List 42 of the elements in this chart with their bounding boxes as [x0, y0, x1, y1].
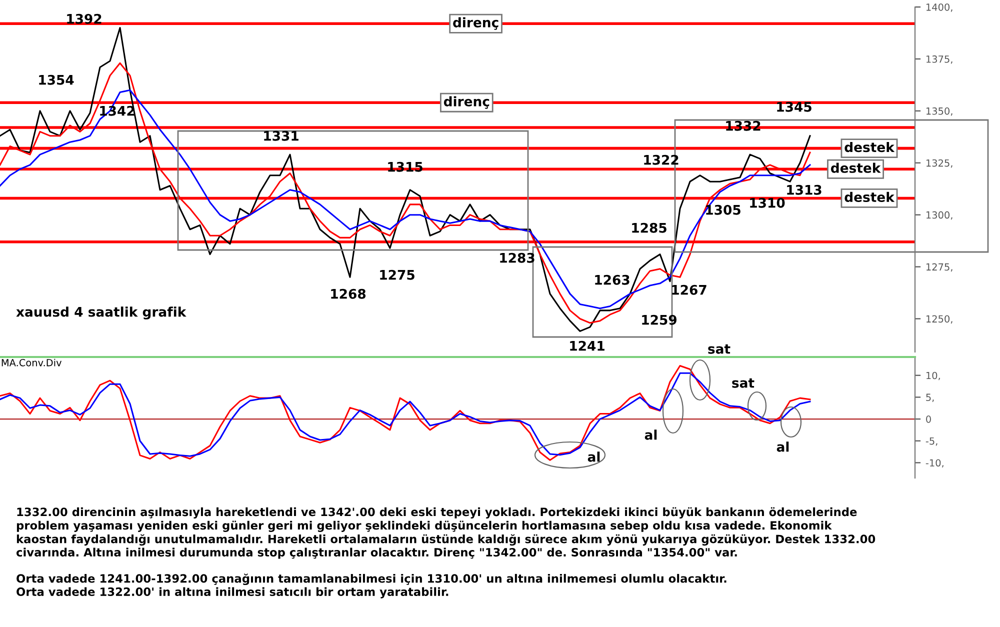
annotation: 1283 — [500, 252, 534, 263]
annotation: 1392 — [67, 14, 102, 24]
y-tick-label: 1300, — [926, 211, 952, 220]
annotation: 1310 — [750, 198, 785, 208]
annotation: 1345 — [777, 102, 812, 112]
annotation: al — [644, 430, 657, 440]
ref-line-label: destek — [830, 162, 881, 173]
annotation: 1259 — [642, 314, 677, 325]
annotation: 1322 — [644, 154, 678, 165]
text: 1332.00 direncinin aşılmasıyla hareketlendi ve 1342'.00 deki eski tepeyi yokladı. Portekizdeki ikinci büyük bankanın ödemelerinde problem yaşaması yeniden eski günler geri mi geliyor şeklindeki düşüncelerin hortlamasına sebep oldu kısa vadede. Ekonomik kaostan faydalandığı unutulmamalıdır. Hareketli ortalamaların üstünde kaldığı sürece akım yönü yukarıya gözüküyor. Destek 1332.00 civarında. Altına inilmesi durumunda stop çalıştıranlar olacaktır. Direnç "1342.00" de. Sonrasında "1354.00" var. — [16, 507, 876, 559]
y-tick-label: 1325, — [926, 159, 952, 168]
annotation: 1331 — [264, 130, 298, 141]
ref-line-label: destek — [844, 142, 895, 152]
chart-title: MA.Conv.Div — [2, 358, 62, 366]
annotation: sat — [708, 344, 730, 354]
y-tick-label: 1350, — [926, 107, 952, 116]
annotation: 1305 — [706, 204, 740, 215]
annotation: 1268 — [331, 288, 366, 299]
y-tick-label: 0 — [926, 416, 931, 423]
annotation: al — [776, 442, 789, 452]
y-tick-label: 10, — [926, 372, 940, 380]
annotation: 1313 — [787, 184, 822, 195]
annotation: 1275 — [380, 270, 414, 280]
annotation: sat — [732, 378, 754, 388]
annotation: 1285 — [632, 222, 666, 233]
y-tick-label: 1250, — [926, 315, 952, 324]
annotation: al — [588, 452, 600, 462]
y-tick-label: -5, — [926, 437, 938, 446]
y-tick-label: 5, — [926, 394, 934, 402]
y-tick-label: 1375, — [926, 55, 952, 64]
y-tick-label: 1275, — [926, 263, 952, 272]
ref-line-label: destek — [844, 192, 895, 202]
y-tick-label: -10, — [926, 459, 944, 468]
ref-line-label: direnç — [453, 17, 498, 30]
annotation: 1241 — [570, 340, 604, 351]
ref-line-label: direnç — [444, 96, 490, 109]
y-tick-label: 1400, — [926, 3, 952, 12]
annotation: 1354 — [39, 74, 74, 85]
annotation: xauusd 4 saatlik grafik — [16, 306, 186, 320]
annotation: 1267 — [672, 284, 706, 295]
text: Orta vadede 1241.00-1392.00 çanağının tamamlanabilmesi için 1310.00' un altına inilmemesi olumlu olacaktır. Orta vadede 1322.00' in altına inilmesi satıcılı bir ortam yaratabilir. — [16, 574, 726, 598]
annotation: 1263 — [595, 274, 630, 285]
